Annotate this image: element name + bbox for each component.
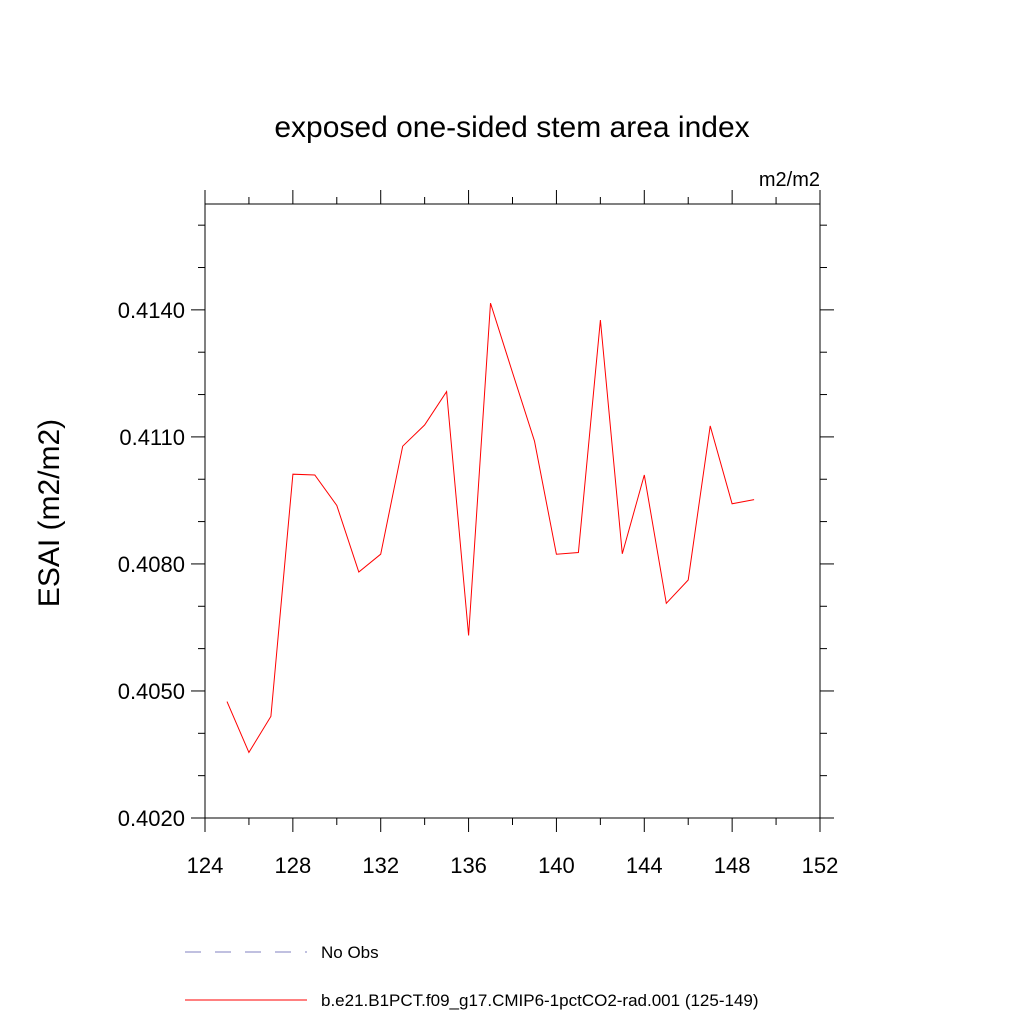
x-tick-label: 140 [538, 853, 575, 878]
x-tick-label: 128 [274, 853, 311, 878]
legend-label: b.e21.B1PCT.f09_g17.CMIP6-1pctCO2-rad.00… [321, 991, 759, 1010]
y-axis-label: ESAI (m2/m2) [33, 419, 66, 607]
y-tick-label: 0.4080 [118, 552, 185, 577]
y-tick-label: 0.4050 [118, 679, 185, 704]
x-tick-label: 144 [626, 853, 663, 878]
chart-title: exposed one-sided stem area index [274, 111, 749, 144]
x-tick-label: 136 [450, 853, 487, 878]
series-line [226, 302, 755, 754]
axis-ticks [191, 190, 834, 832]
x-tick-label: 152 [802, 853, 839, 878]
data-series [226, 302, 755, 754]
legend: No Obs b.e21.B1PCT.f09_g17.CMIP6-1pctCO2-… [185, 943, 759, 1010]
x-tick-label: 148 [714, 853, 751, 878]
legend-label: No Obs [321, 943, 379, 962]
y-tick-label: 0.4140 [118, 298, 185, 323]
plot-frame [204, 203, 821, 819]
x-tick-label: 124 [187, 853, 224, 878]
x-tick-label: 132 [362, 853, 399, 878]
units-label: m2/m2 [759, 169, 820, 191]
axis-tick-labels: 124 128 132 136 140 144 148 152 0.4020 0.4050 0.40… [118, 298, 839, 878]
y-tick-label: 0.4020 [118, 806, 185, 831]
y-tick-label: 0.4110 [119, 425, 185, 450]
